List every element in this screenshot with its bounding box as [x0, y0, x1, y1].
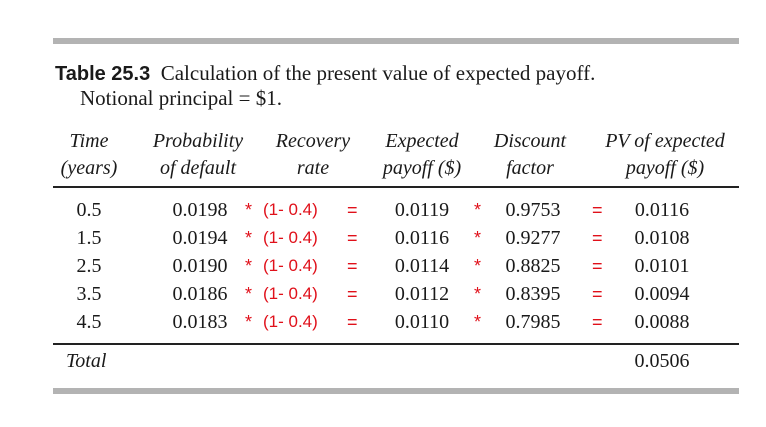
- expected-cell: 0.0119: [394, 199, 450, 221]
- table-subtitle: Notional principal = $1.: [80, 86, 282, 110]
- pv-cell: 0.0108: [634, 227, 690, 249]
- expected-cell: 0.0112: [394, 283, 450, 305]
- time-cell: 0.5: [76, 199, 102, 221]
- multiply-sign: *: [245, 200, 253, 220]
- recovery-expression: (1- 0.4): [263, 284, 318, 303]
- header-recovery: Recovery rate: [265, 128, 361, 182]
- header-discount-line2: factor: [506, 157, 554, 179]
- equals-sign: =: [347, 312, 358, 332]
- pv-cell: 0.0101: [634, 255, 690, 277]
- expected-cell: 0.0110: [394, 311, 450, 333]
- header-pv: PV of expected payoff ($): [590, 128, 740, 182]
- total-value: 0.0506: [634, 350, 690, 372]
- recovery-expression: (1- 0.4): [263, 256, 318, 275]
- equals-sign: =: [347, 256, 358, 276]
- multiply-sign: *: [474, 228, 482, 248]
- bottom-border-bar: [53, 388, 739, 394]
- recovery-expression: (1- 0.4): [263, 200, 318, 219]
- header-probability: Probability of default: [140, 128, 256, 182]
- header-discount: Discount factor: [484, 128, 576, 182]
- multiply-sign: *: [474, 312, 482, 332]
- header-expected-line2: payoff ($): [382, 157, 462, 179]
- multiply-sign: *: [245, 228, 253, 248]
- equals-sign: =: [592, 200, 603, 220]
- header-recovery-line1: Recovery: [275, 130, 351, 152]
- header-time-line2: (years): [60, 157, 118, 179]
- header-time-line1: Time: [69, 130, 109, 152]
- multiply-sign: *: [245, 284, 253, 304]
- time-cell: 4.5: [76, 311, 102, 333]
- header-probability-line2: of default: [159, 157, 237, 179]
- time-cell: 2.5: [76, 255, 102, 277]
- table-caption: Table 25.3 Calculation of the present va…: [55, 61, 595, 110]
- expected-cell: 0.0114: [394, 255, 450, 277]
- probability-cell: 0.0186: [172, 283, 228, 305]
- time-cell: 1.5: [76, 227, 102, 249]
- header-recovery-line2: rate: [296, 157, 330, 179]
- recovery-expression: (1- 0.4): [263, 312, 318, 331]
- pv-cell: 0.0116: [634, 199, 690, 221]
- equals-sign: =: [347, 200, 358, 220]
- multiply-sign: *: [474, 284, 482, 304]
- time-cell: 3.5: [76, 283, 102, 305]
- total-label: Total: [66, 350, 107, 372]
- equals-sign: =: [592, 312, 603, 332]
- total-rule: [53, 343, 739, 345]
- table-number: Table 25.3: [55, 63, 151, 85]
- discount-cell: 0.9277: [505, 227, 561, 249]
- top-border-bar: [53, 38, 739, 44]
- header-discount-line1: Discount: [493, 130, 567, 152]
- header-expected-line1: Expected: [385, 130, 459, 152]
- multiply-sign: *: [474, 256, 482, 276]
- pv-cell: 0.0094: [634, 283, 690, 305]
- probability-cell: 0.0198: [172, 199, 228, 221]
- probability-cell: 0.0190: [172, 255, 228, 277]
- header-pv-line2: payoff ($): [625, 157, 705, 179]
- header-time: Time (years): [54, 128, 124, 182]
- table-title: Calculation of the present value of expe…: [160, 61, 596, 85]
- discount-cell: 0.8825: [505, 255, 561, 277]
- multiply-sign: *: [245, 256, 253, 276]
- equals-sign: =: [347, 284, 358, 304]
- header-rule: [53, 186, 739, 188]
- equals-sign: =: [592, 256, 603, 276]
- equals-sign: =: [592, 228, 603, 248]
- pv-cell: 0.0088: [634, 311, 690, 333]
- equals-sign: =: [592, 284, 603, 304]
- multiply-sign: *: [474, 200, 482, 220]
- expected-cell: 0.0116: [394, 227, 450, 249]
- multiply-sign: *: [245, 312, 253, 332]
- discount-cell: 0.9753: [505, 199, 561, 221]
- header-expected: Expected payoff ($): [370, 128, 474, 182]
- probability-cell: 0.0183: [172, 311, 228, 333]
- discount-cell: 0.7985: [505, 311, 561, 333]
- probability-cell: 0.0194: [172, 227, 228, 249]
- header-probability-line1: Probability: [152, 130, 244, 152]
- equals-sign: =: [347, 228, 358, 248]
- discount-cell: 0.8395: [505, 283, 561, 305]
- recovery-expression: (1- 0.4): [263, 228, 318, 247]
- header-pv-line1: PV of expected: [605, 130, 725, 152]
